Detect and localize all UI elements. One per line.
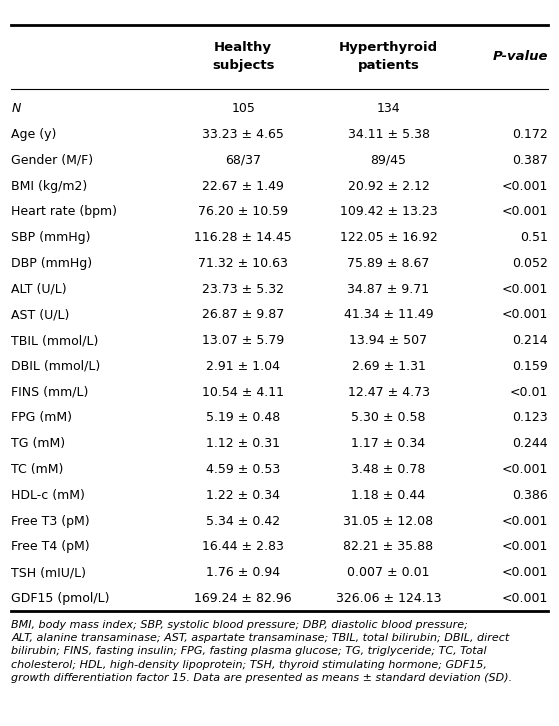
Text: 5.19 ± 0.48: 5.19 ± 0.48 [206, 412, 280, 425]
Text: TG (mM): TG (mM) [11, 437, 65, 450]
Text: 109.42 ± 13.23: 109.42 ± 13.23 [340, 205, 437, 219]
Text: 26.87 ± 9.87: 26.87 ± 9.87 [202, 309, 285, 322]
Text: 5.30 ± 0.58: 5.30 ± 0.58 [351, 412, 426, 425]
Text: SBP (mmHg): SBP (mmHg) [11, 231, 91, 244]
Text: P-value: P-value [492, 51, 548, 63]
Text: 1.18 ± 0.44: 1.18 ± 0.44 [352, 489, 425, 502]
Text: 0.51: 0.51 [520, 231, 548, 244]
Text: Free T3 (pM): Free T3 (pM) [11, 515, 90, 528]
Text: <0.001: <0.001 [501, 592, 548, 605]
Text: TBIL (mmol/L): TBIL (mmol/L) [11, 334, 98, 347]
Text: 33.23 ± 4.65: 33.23 ± 4.65 [202, 128, 284, 141]
Text: DBP (mmHg): DBP (mmHg) [11, 257, 92, 270]
Text: DBIL (mmol/L): DBIL (mmol/L) [11, 360, 101, 373]
Text: 34.11 ± 5.38: 34.11 ± 5.38 [348, 128, 429, 141]
Text: 116.28 ± 14.45: 116.28 ± 14.45 [195, 231, 292, 244]
Text: 20.92 ± 2.12: 20.92 ± 2.12 [348, 179, 429, 192]
Text: 82.21 ± 35.88: 82.21 ± 35.88 [343, 540, 434, 553]
Text: FINS (mm/L): FINS (mm/L) [11, 386, 88, 399]
Text: BMI (kg/m2): BMI (kg/m2) [11, 179, 87, 192]
Text: 68/37: 68/37 [225, 154, 261, 167]
Text: <0.001: <0.001 [501, 309, 548, 322]
Text: 3.48 ± 0.78: 3.48 ± 0.78 [351, 463, 426, 476]
Text: 0.159: 0.159 [512, 360, 548, 373]
Text: <0.001: <0.001 [501, 282, 548, 295]
Text: GDF15 (pmol/L): GDF15 (pmol/L) [11, 592, 110, 605]
Text: 12.47 ± 4.73: 12.47 ± 4.73 [348, 386, 429, 399]
Text: 0.387: 0.387 [512, 154, 548, 167]
Text: 0.172: 0.172 [512, 128, 548, 141]
Text: 105: 105 [231, 102, 255, 115]
Text: 0.052: 0.052 [512, 257, 548, 270]
Text: 4.59 ± 0.53: 4.59 ± 0.53 [206, 463, 280, 476]
Text: 169.24 ± 82.96: 169.24 ± 82.96 [195, 592, 292, 605]
Text: TC (mM): TC (mM) [11, 463, 64, 476]
Text: 1.76 ± 0.94: 1.76 ± 0.94 [206, 566, 280, 579]
Text: 89/45: 89/45 [371, 154, 406, 167]
Text: 34.87 ± 9.71: 34.87 ± 9.71 [348, 282, 429, 295]
Text: 10.54 ± 4.11: 10.54 ± 4.11 [202, 386, 284, 399]
Text: FPG (mM): FPG (mM) [11, 412, 72, 425]
Text: 76.20 ± 10.59: 76.20 ± 10.59 [198, 205, 288, 219]
Text: 0.007 ± 0.01: 0.007 ± 0.01 [347, 566, 430, 579]
Text: 31.05 ± 12.08: 31.05 ± 12.08 [343, 515, 434, 528]
Text: 1.12 ± 0.31: 1.12 ± 0.31 [206, 437, 280, 450]
Text: Gender (M/F): Gender (M/F) [11, 154, 93, 167]
Text: 13.94 ± 507: 13.94 ± 507 [349, 334, 428, 347]
Text: Age (y): Age (y) [11, 128, 56, 141]
Text: Hyperthyroid
patients: Hyperthyroid patients [339, 41, 438, 73]
Text: Heart rate (bpm): Heart rate (bpm) [11, 205, 117, 219]
Text: 75.89 ± 8.67: 75.89 ± 8.67 [347, 257, 430, 270]
Text: AST (U/L): AST (U/L) [11, 309, 69, 322]
Text: 1.22 ± 0.34: 1.22 ± 0.34 [206, 489, 280, 502]
Text: <0.001: <0.001 [501, 205, 548, 219]
Text: 134: 134 [377, 102, 400, 115]
Text: 2.91 ± 1.04: 2.91 ± 1.04 [206, 360, 280, 373]
Text: 41.34 ± 11.49: 41.34 ± 11.49 [344, 309, 433, 322]
Text: 23.73 ± 5.32: 23.73 ± 5.32 [202, 282, 284, 295]
Text: 2.69 ± 1.31: 2.69 ± 1.31 [352, 360, 425, 373]
Text: <0.001: <0.001 [501, 540, 548, 553]
Text: 16.44 ± 2.83: 16.44 ± 2.83 [202, 540, 284, 553]
Text: 22.67 ± 1.49: 22.67 ± 1.49 [202, 179, 284, 192]
Text: Healthy
subjects: Healthy subjects [212, 41, 274, 73]
Text: BMI, body mass index; SBP, systolic blood pressure; DBP, diastolic blood pressur: BMI, body mass index; SBP, systolic bloo… [11, 620, 512, 683]
Text: TSH (mIU/L): TSH (mIU/L) [11, 566, 86, 579]
Text: 5.34 ± 0.42: 5.34 ± 0.42 [206, 515, 280, 528]
Text: 0.214: 0.214 [512, 334, 548, 347]
Text: ALT (U/L): ALT (U/L) [11, 282, 67, 295]
Text: 13.07 ± 5.79: 13.07 ± 5.79 [202, 334, 285, 347]
Text: 122.05 ± 16.92: 122.05 ± 16.92 [340, 231, 437, 244]
Text: N: N [11, 102, 21, 115]
Text: 71.32 ± 10.63: 71.32 ± 10.63 [198, 257, 288, 270]
Text: 0.386: 0.386 [512, 489, 548, 502]
Text: <0.001: <0.001 [501, 515, 548, 528]
Text: <0.001: <0.001 [501, 463, 548, 476]
Text: 1.17 ± 0.34: 1.17 ± 0.34 [352, 437, 425, 450]
Text: <0.001: <0.001 [501, 566, 548, 579]
Text: 326.06 ± 124.13: 326.06 ± 124.13 [336, 592, 441, 605]
Text: 0.244: 0.244 [512, 437, 548, 450]
Text: Free T4 (pM): Free T4 (pM) [11, 540, 90, 553]
Text: <0.01: <0.01 [509, 386, 548, 399]
Text: 0.123: 0.123 [512, 412, 548, 425]
Text: <0.001: <0.001 [501, 179, 548, 192]
Text: HDL-c (mM): HDL-c (mM) [11, 489, 85, 502]
